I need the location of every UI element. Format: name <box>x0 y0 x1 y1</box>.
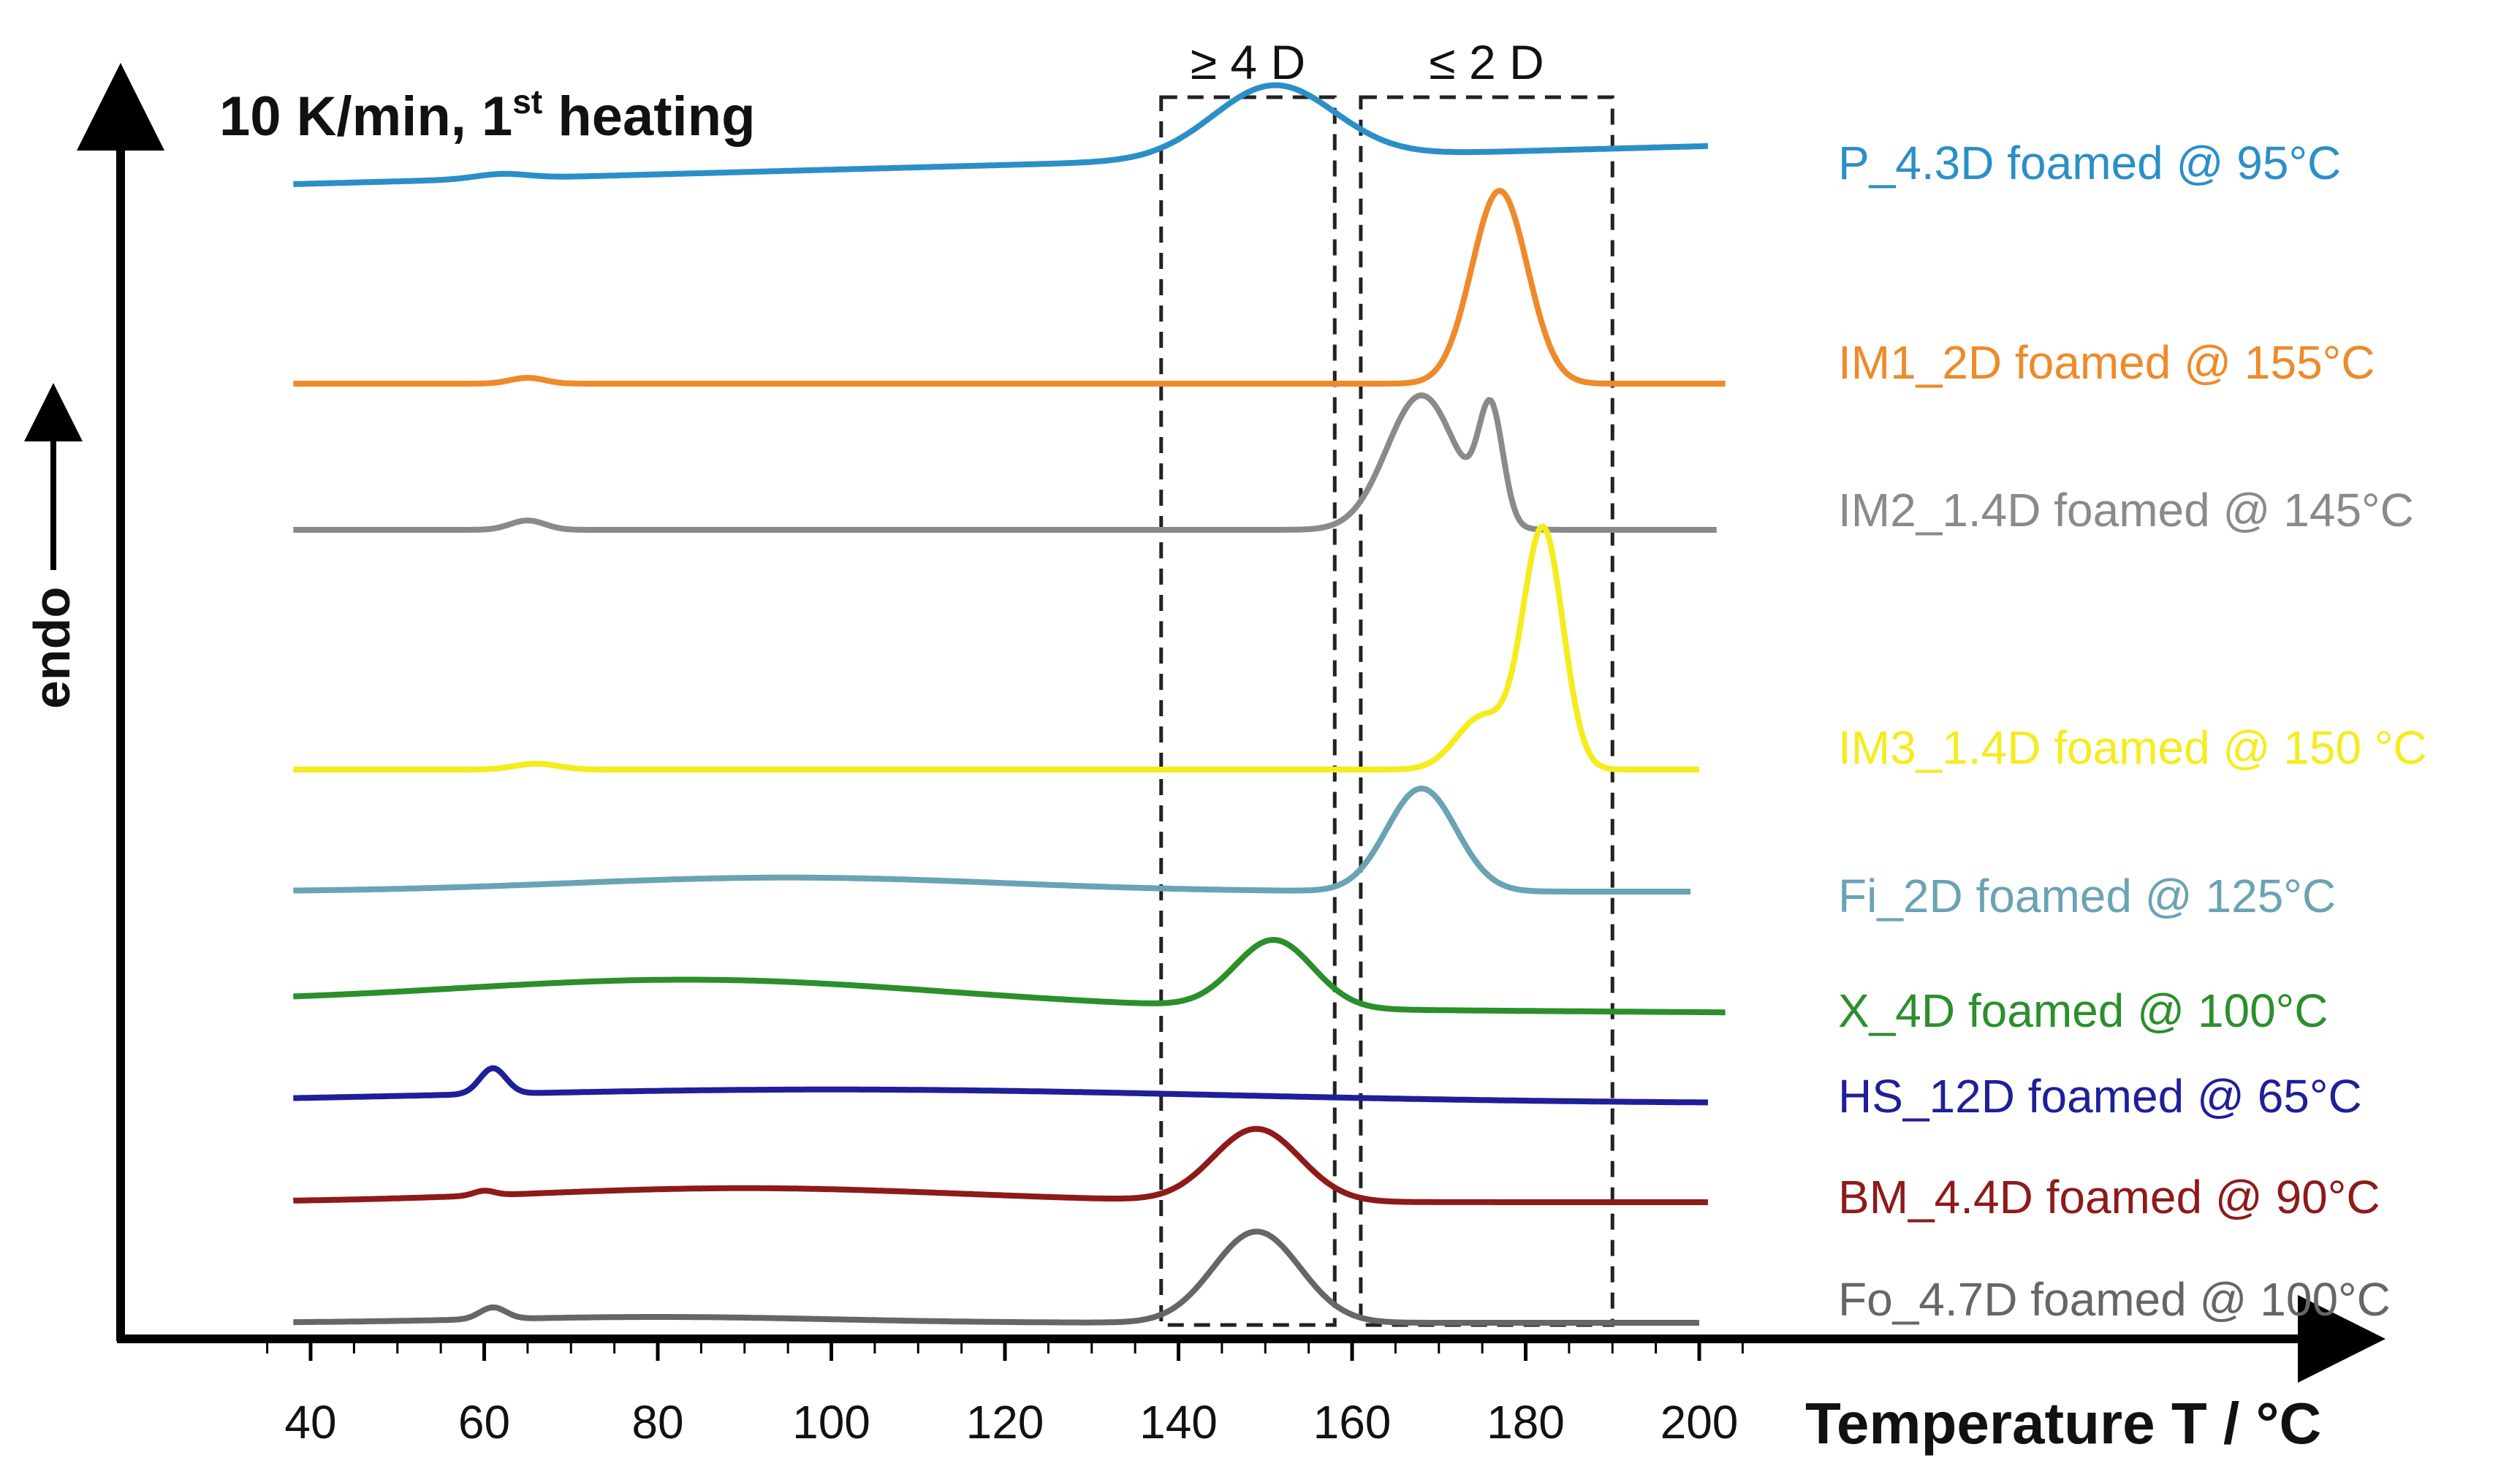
series-label: X_4D foamed @ 100°C <box>1838 984 2328 1037</box>
series-label: Fi_2D foamed @ 125°C <box>1838 870 2336 922</box>
region-label: ≥ 4 D <box>1191 35 1305 89</box>
series-line <box>292 188 1726 387</box>
chart-title: 10 K/min, 1st heating <box>219 83 756 148</box>
x-tick-labels: 40 60 80 100 120 140 160 180 200 <box>284 1396 1738 1448</box>
series-label: IM3_1.4D foamed @ 150 °C <box>1838 721 2427 774</box>
x-tick-label: 200 <box>1661 1396 1739 1448</box>
series-line <box>292 937 1726 1016</box>
series-line <box>292 785 1692 895</box>
series-line <box>292 392 1718 533</box>
region-label: ≤ 2 D <box>1429 35 1544 89</box>
series-label: BM_4.4D foamed @ 90°C <box>1838 1171 2380 1223</box>
series-label: IM2_1.4D foamed @ 145°C <box>1838 484 2414 536</box>
x-tick-label: 180 <box>1487 1396 1565 1448</box>
series-label: P_4.3D foamed @ 95°C <box>1838 137 2341 189</box>
series-label: IM1_2D foamed @ 155°C <box>1838 336 2375 389</box>
x-tick-label: 120 <box>966 1396 1044 1448</box>
x-tick-label: 40 <box>284 1396 336 1448</box>
y-axis-label: endo <box>23 587 80 709</box>
series-line <box>292 82 1709 187</box>
x-tick-label: 140 <box>1139 1396 1218 1448</box>
x-axis-label: Temperature T / °C <box>1805 1391 2321 1456</box>
series-line <box>292 1065 1709 1106</box>
regions: ≥ 4 D ≤ 2 D <box>1159 35 1614 1327</box>
x-tick-label: 100 <box>792 1396 870 1448</box>
series-lines <box>292 82 1726 1326</box>
series-line <box>292 523 1700 772</box>
region-box <box>1159 95 1337 1327</box>
series-label: HS_12D foamed @ 65°C <box>1838 1070 2362 1123</box>
series-line <box>292 1229 1700 1326</box>
series-labels: P_4.3D foamed @ 95°C IM1_2D foamed @ 155°… <box>1838 137 2427 1326</box>
y-axis-label-group: endo <box>23 383 83 709</box>
series-line <box>292 1125 1709 1205</box>
x-tick-label: 60 <box>458 1396 510 1448</box>
x-tick-label: 160 <box>1313 1396 1392 1448</box>
x-ticks <box>266 1343 1744 1361</box>
x-tick-label: 80 <box>631 1396 683 1448</box>
series-label: Fo_4.7D foamed @ 100°C <box>1838 1273 2391 1326</box>
